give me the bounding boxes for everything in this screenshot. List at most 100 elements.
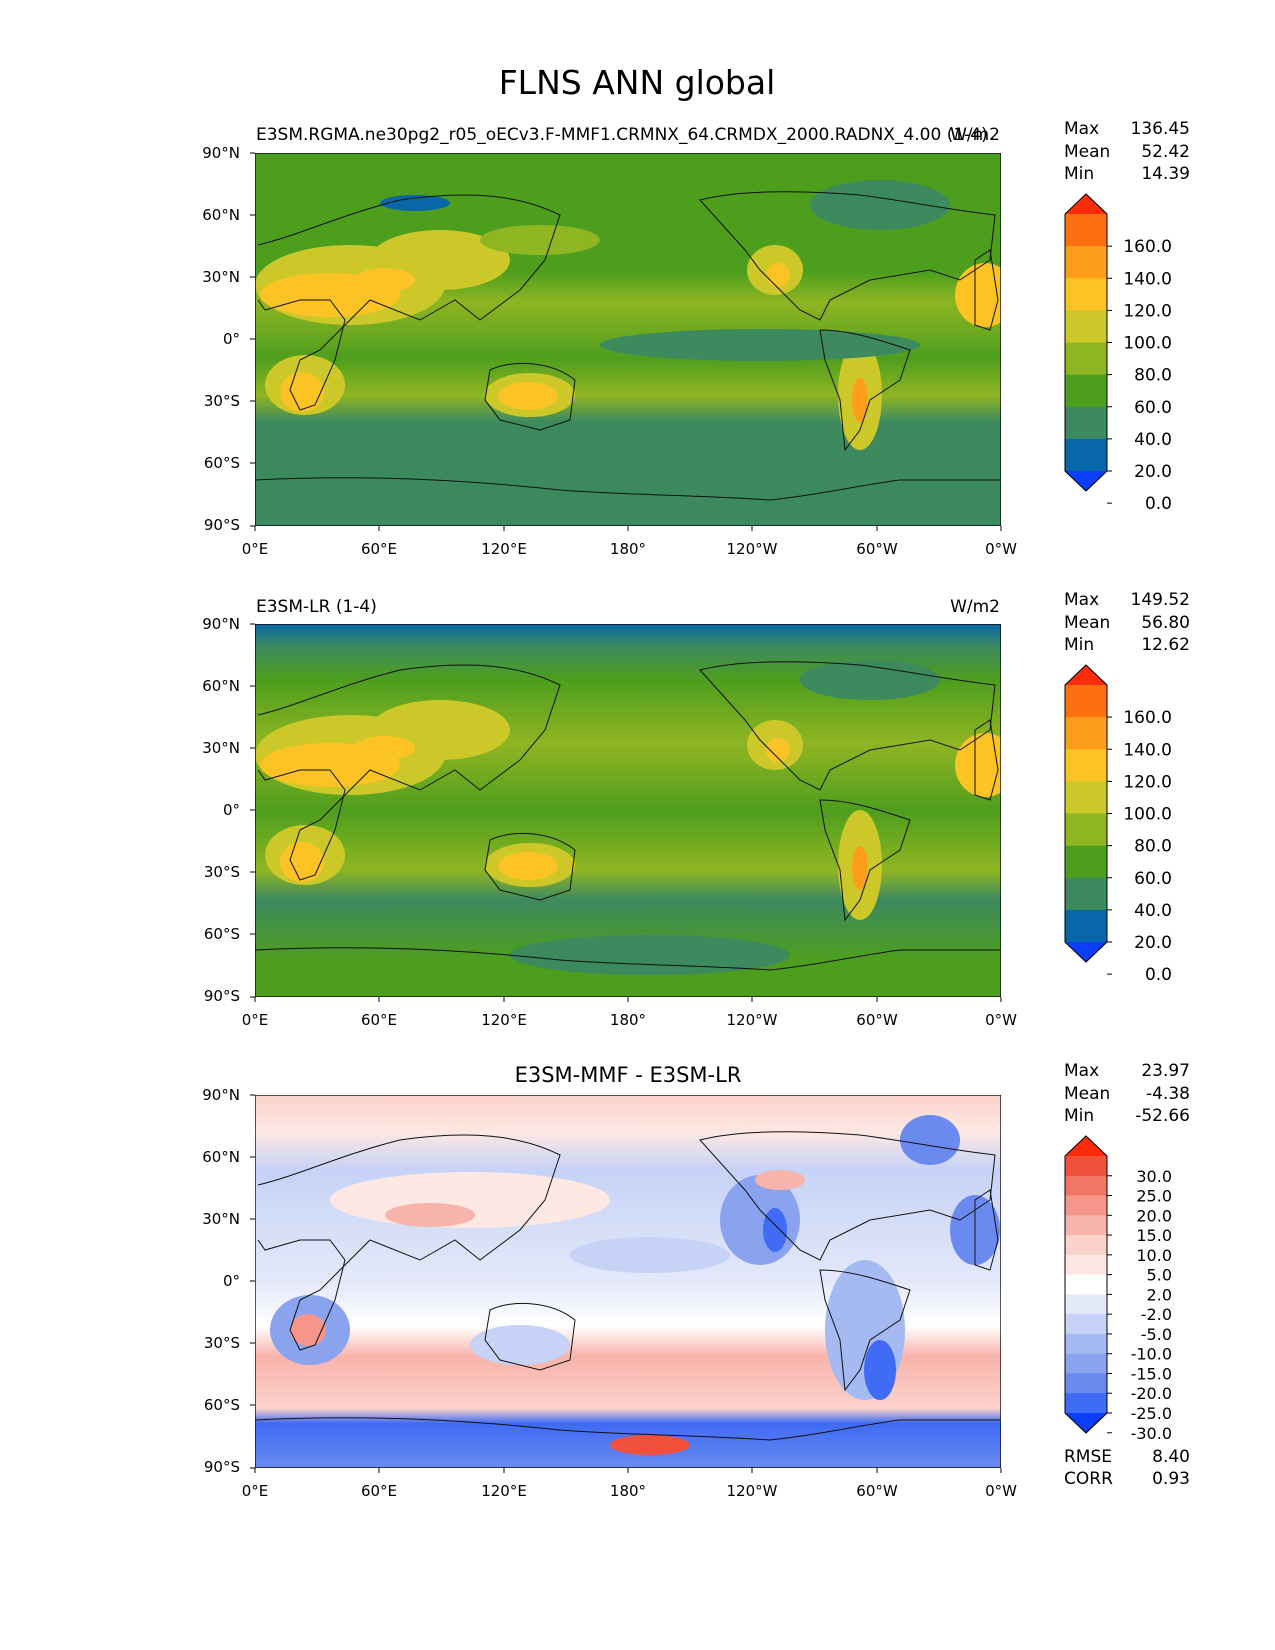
panel-difference-map bbox=[255, 1095, 1001, 1468]
colorbar-segment bbox=[1065, 845, 1107, 879]
panel-reference-units: W/m2 bbox=[950, 597, 1000, 617]
panel-test-colorbar: 160.0 140.0 120.0 100.0 80.0 60.0 40.0 20.0 0.0 bbox=[1064, 193, 1172, 514]
x-tick-label: 120°W bbox=[727, 1482, 778, 1500]
x-tick-label: 120°E bbox=[481, 1011, 527, 1029]
colorbar-tick-label: 5.0 bbox=[1147, 1266, 1172, 1285]
x-tick-label: 0°E bbox=[242, 1011, 269, 1029]
y-tick-label: 60°S bbox=[204, 454, 240, 472]
colorbar-segment bbox=[1065, 1156, 1107, 1177]
stat-value: 23.97 bbox=[1141, 1061, 1190, 1081]
colorbar-segment bbox=[1065, 1195, 1107, 1216]
colorbar-segment bbox=[1065, 1274, 1107, 1295]
y-tick-label: 60°N bbox=[202, 206, 240, 224]
stat-label: Max bbox=[1064, 590, 1099, 610]
colorbar-tick-label: -25.0 bbox=[1131, 1404, 1172, 1423]
colorbar-tick-label: 15.0 bbox=[1136, 1226, 1172, 1245]
colorbar-extend-min bbox=[1065, 942, 1107, 962]
panel-difference: E3SM-MMF - E3SM-LR bbox=[202, 1061, 1190, 1500]
y-tick-label: 90°N bbox=[202, 615, 240, 633]
x-tick-label: 0°W bbox=[985, 1011, 1017, 1029]
panel-reference-left-title: E3SM-LR (1-4) bbox=[256, 597, 377, 617]
colorbar-segment bbox=[1065, 685, 1107, 718]
colorbar-tick-label: 80.0 bbox=[1134, 837, 1172, 857]
x-tick-label: 0°W bbox=[985, 540, 1017, 558]
colorbar-tick-label: 160.0 bbox=[1123, 237, 1172, 257]
y-tick-label: 90°S bbox=[204, 1458, 240, 1476]
colorbar-segment bbox=[1065, 781, 1107, 814]
stat-label: Mean bbox=[1064, 613, 1110, 633]
colorbar-tick-label: -20.0 bbox=[1131, 1384, 1172, 1403]
x-tick-label: 180° bbox=[610, 1482, 646, 1500]
y-tick-label: 90°S bbox=[204, 516, 240, 534]
y-tick-label: 0° bbox=[223, 801, 240, 819]
colorbar-segment bbox=[1065, 1333, 1107, 1355]
x-tick-label: 180° bbox=[610, 1011, 646, 1029]
x-tick-label: 60°W bbox=[856, 1011, 898, 1029]
colorbar-tick-label: 80.0 bbox=[1134, 366, 1172, 386]
y-tick-label: 90°N bbox=[202, 144, 240, 162]
colorbar-segment bbox=[1065, 214, 1107, 247]
colorbar-tick-label: 60.0 bbox=[1134, 398, 1172, 418]
x-tick-label: 0°E bbox=[242, 1482, 269, 1500]
colorbar-segment bbox=[1065, 877, 1107, 911]
colorbar-tick-label: 2.0 bbox=[1147, 1285, 1172, 1304]
x-tick-label: 60°E bbox=[361, 540, 397, 558]
panel-reference-coastlines bbox=[255, 661, 1000, 971]
colorbar-tick-label: 60.0 bbox=[1134, 869, 1172, 889]
x-tick-label: 0°W bbox=[985, 1482, 1017, 1500]
colorbar-segment bbox=[1065, 374, 1107, 408]
x-tick-label: 0°E bbox=[242, 540, 269, 558]
stat-value: 12.62 bbox=[1141, 635, 1190, 655]
x-tick-label: 60°W bbox=[856, 1482, 898, 1500]
y-tick-label: 30°S bbox=[204, 863, 240, 881]
colorbar-tick-label: 0.0 bbox=[1145, 965, 1172, 985]
x-tick-label: 120°W bbox=[727, 1011, 778, 1029]
y-tick-label: 30°S bbox=[204, 1334, 240, 1352]
colorbar-tick-label: 40.0 bbox=[1134, 430, 1172, 450]
stat-value: 52.42 bbox=[1141, 142, 1190, 162]
colorbar-tick-label: 140.0 bbox=[1123, 269, 1172, 289]
stat-label: RMSE bbox=[1064, 1447, 1112, 1467]
colorbar-tick-label: 140.0 bbox=[1123, 740, 1172, 760]
panel-test-map bbox=[255, 153, 1001, 526]
colorbar-tick-label: 30.0 bbox=[1136, 1167, 1172, 1186]
panel-difference-colorbar: 30.025.020.015.010.05.02.0-2.0-5.0-10.0-… bbox=[1064, 1135, 1172, 1443]
colorbar-tick-label: 120.0 bbox=[1123, 772, 1172, 792]
stat-value: 8.40 bbox=[1152, 1447, 1190, 1467]
stat-label: Max bbox=[1064, 1061, 1099, 1081]
colorbar-tick-label: -15.0 bbox=[1131, 1364, 1172, 1383]
colorbar-segment bbox=[1065, 1314, 1107, 1335]
colorbar-extend-max bbox=[1065, 1136, 1107, 1156]
x-tick-label: 60°E bbox=[361, 1011, 397, 1029]
x-tick-label: 60°W bbox=[856, 540, 898, 558]
panel-reference: E3SM-LR (1-4) W/m2 bbox=[202, 590, 1190, 1029]
colorbar-extend-min bbox=[1065, 471, 1107, 491]
colorbar-tick-label: 40.0 bbox=[1134, 901, 1172, 921]
colorbar-tick-label: 10.0 bbox=[1136, 1246, 1172, 1265]
stat-label: Min bbox=[1064, 164, 1094, 184]
panel-reference-colorbar: 160.0 140.0 120.0 100.0 80.0 60.0 40.0 20.0 0.0 bbox=[1064, 664, 1172, 985]
colorbar-segment bbox=[1065, 310, 1107, 343]
colorbar-tick-label: -5.0 bbox=[1141, 1325, 1172, 1344]
panel-difference-coastlines bbox=[255, 1131, 1000, 1441]
y-tick-label: 90°S bbox=[204, 987, 240, 1005]
panel-difference-center-title: E3SM-MMF - E3SM-LR bbox=[515, 1063, 742, 1087]
panel-reference-land-field bbox=[255, 660, 1001, 975]
panel-test-left-title: E3SM.RGMA.ne30pg2_r05_oECv3.F-MMF1.CRMNX… bbox=[256, 125, 988, 145]
colorbar-segment bbox=[1065, 1373, 1107, 1394]
colorbar-extend-max bbox=[1065, 665, 1107, 685]
colorbar-tick-label: -30.0 bbox=[1131, 1424, 1172, 1443]
colorbar-segment bbox=[1065, 1215, 1107, 1236]
stat-label: Mean bbox=[1064, 142, 1110, 162]
stat-label: Mean bbox=[1064, 1084, 1110, 1104]
x-tick-label: 120°W bbox=[727, 540, 778, 558]
y-tick-label: 0° bbox=[223, 1272, 240, 1290]
colorbar-extend-max bbox=[1065, 194, 1107, 214]
stat-value: -4.38 bbox=[1146, 1084, 1190, 1104]
colorbar-segment bbox=[1065, 1235, 1107, 1256]
colorbar-segment bbox=[1065, 1175, 1107, 1197]
y-tick-label: 60°N bbox=[202, 1148, 240, 1166]
stat-value: 0.93 bbox=[1152, 1469, 1190, 1489]
y-tick-label: 30°N bbox=[202, 1210, 240, 1228]
